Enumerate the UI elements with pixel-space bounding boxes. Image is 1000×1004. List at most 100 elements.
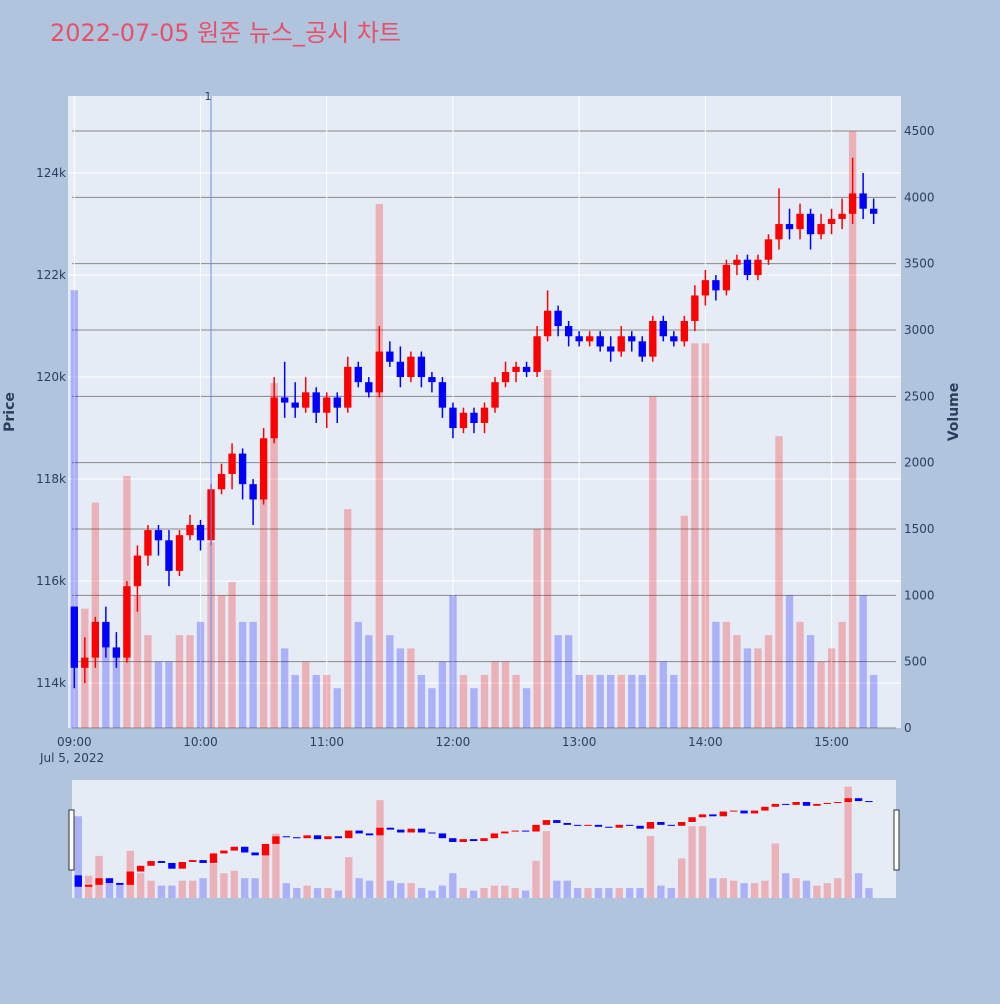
y-axis-title: Price <box>2 392 18 432</box>
volume-bar <box>417 674 426 728</box>
candle-body <box>848 193 857 214</box>
volume-bar <box>428 688 436 728</box>
slider-volume-bar <box>220 873 228 898</box>
volume-bar <box>722 621 731 728</box>
volume-bar <box>501 661 510 728</box>
candle-body <box>407 356 415 378</box>
slider-volume-bar <box>324 888 332 898</box>
y2-tick-label: 4000 <box>904 190 935 204</box>
slider-volume-bar <box>230 870 238 898</box>
slider-volume-bar <box>209 863 218 898</box>
slider-candle <box>95 878 103 885</box>
slider-candle <box>834 802 842 803</box>
volume-bar <box>585 674 594 728</box>
candle-body <box>102 621 110 648</box>
slider-handle[interactable] <box>893 809 900 871</box>
volume-bar <box>375 203 384 728</box>
slider-candle <box>511 830 519 832</box>
y2-tick-label: 4500 <box>904 124 935 138</box>
slider-volume-bar <box>584 888 592 898</box>
volume-bar <box>743 648 752 728</box>
y2-tick-label: 1500 <box>904 522 935 536</box>
volume-bar <box>806 635 815 728</box>
x-tick-label: 11:00 <box>309 735 344 749</box>
y2-tick-label: 0 <box>904 721 912 735</box>
slider-volume-bar <box>345 857 353 898</box>
candle-body <box>449 407 457 429</box>
slider-candle <box>209 853 218 863</box>
slider-volume-bar <box>813 885 821 898</box>
slider-volume-bar <box>251 878 259 898</box>
slider-candle <box>324 836 332 840</box>
candle-body <box>438 382 447 408</box>
candle-body <box>670 336 678 342</box>
candle-body <box>827 218 836 225</box>
y2-tick-label: 3500 <box>904 257 935 271</box>
candle-body <box>585 336 594 342</box>
slider-candle <box>813 803 821 806</box>
slider-candle <box>230 846 238 851</box>
slider-candle <box>844 798 852 802</box>
y2-tick-label: 2000 <box>904 456 935 470</box>
slider-candle <box>563 822 571 825</box>
candle-body <box>270 397 278 439</box>
slider-volume-bar <box>605 888 613 898</box>
volume-bar <box>596 674 604 728</box>
slider-volume-bar <box>709 878 717 898</box>
volume-bar <box>165 661 173 728</box>
slider-volume-bar <box>355 878 363 898</box>
volume-bar <box>628 674 636 728</box>
slider-candle <box>719 811 727 817</box>
slider-volume-bar <box>397 883 405 898</box>
slider-volume-bar <box>293 888 301 898</box>
candle-body <box>144 530 152 556</box>
slider-candle <box>761 806 769 811</box>
slider-volume-bar <box>241 878 249 898</box>
slider-candle <box>438 833 447 839</box>
volume-bar <box>238 621 247 728</box>
slider-volume-bar <box>261 848 270 898</box>
chart-title: 2022-07-05 원준 뉴스_공시 차트 <box>50 19 401 47</box>
slider-candle <box>116 882 124 885</box>
slider-volume-bar <box>782 873 790 898</box>
volume-bar <box>796 621 804 728</box>
y-tick-label: 124k <box>36 166 66 180</box>
slider-candle <box>313 835 322 840</box>
volume-bar <box>365 635 373 728</box>
volume-bar <box>186 635 194 728</box>
slider-candle <box>365 833 374 836</box>
slider-candle <box>407 828 415 833</box>
candle-body <box>701 280 710 296</box>
slider-handle[interactable] <box>68 809 75 871</box>
volume-bar <box>522 688 531 728</box>
slider-volume-bar <box>750 883 759 898</box>
slider-volume-bar <box>178 880 186 898</box>
candle-body <box>712 280 720 291</box>
candle-body <box>291 402 299 408</box>
x-tick-label: 13:00 <box>562 735 597 749</box>
volume-bar <box>459 674 468 728</box>
y-tick-label: 114k <box>36 676 66 690</box>
slider-volume-bar <box>459 888 467 898</box>
candle-body <box>165 540 173 571</box>
candle-body <box>112 647 121 658</box>
candle-body <box>543 310 552 337</box>
y-tick-label: 118k <box>36 472 66 486</box>
candle-body <box>354 366 362 383</box>
slider-candle <box>469 839 478 842</box>
slider-candle <box>168 862 176 869</box>
candle-body <box>375 351 384 393</box>
slider-candle <box>355 830 363 834</box>
candle-body <box>501 371 510 383</box>
volume-bar <box>785 595 794 728</box>
y-tick-label: 122k <box>36 268 66 282</box>
volume-bar <box>680 515 689 728</box>
slider-candle <box>542 820 551 825</box>
candle-body <box>459 412 468 429</box>
slider-volume-bar <box>823 883 832 898</box>
slider-candle <box>792 802 800 805</box>
candle-body <box>249 484 257 500</box>
slider-volume-bar <box>105 880 114 898</box>
slider-candle <box>345 830 353 839</box>
